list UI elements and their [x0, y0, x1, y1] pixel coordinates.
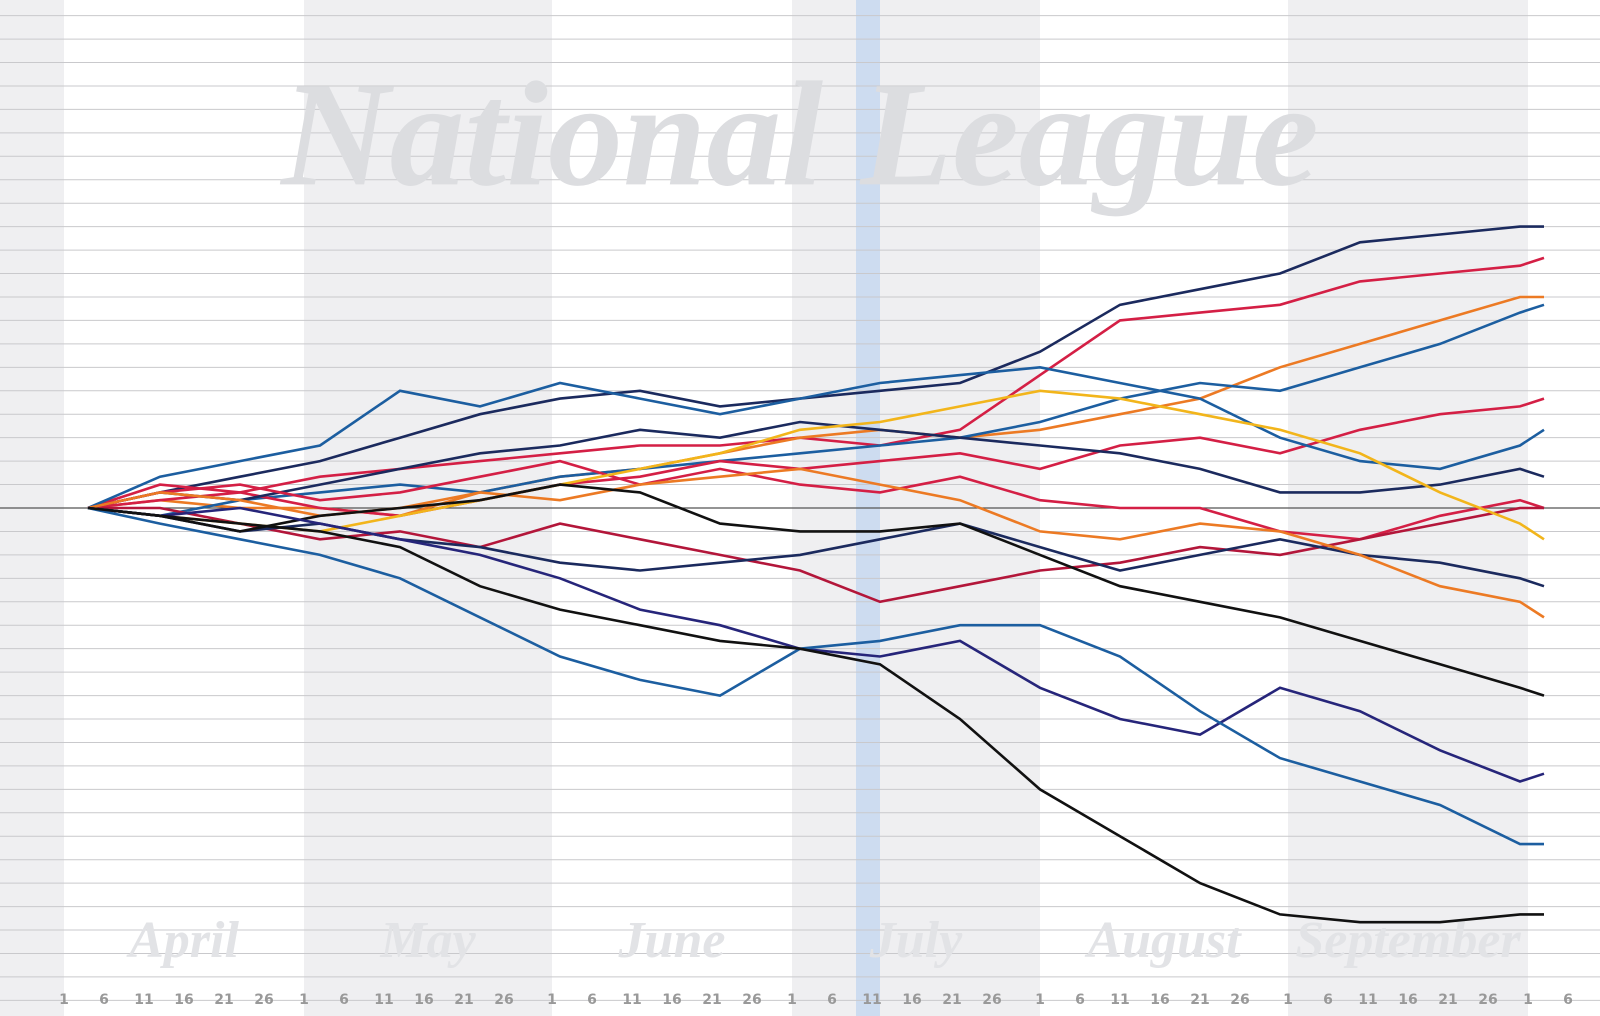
x-tick-label: 21	[214, 992, 233, 1008]
x-tick-label: 21	[454, 992, 473, 1008]
month-label: June	[618, 912, 726, 969]
x-tick-label: 1	[547, 992, 557, 1008]
x-tick-label: 1	[1035, 992, 1045, 1008]
x-tick-label: 21	[702, 992, 721, 1008]
x-tick-label: 11	[1110, 992, 1129, 1008]
team-line	[87, 303, 1545, 518]
x-tick-label: 26	[982, 992, 1001, 1008]
x-tick-label: 26	[1478, 992, 1497, 1008]
team-line	[87, 483, 1545, 697]
team-line	[87, 506, 1544, 846]
x-tick-label: 26	[494, 992, 513, 1008]
team-line	[87, 397, 1545, 518]
x-tick-label: 11	[374, 992, 393, 1008]
x-tick-label: 21	[1438, 992, 1457, 1008]
month-label: July	[869, 912, 963, 969]
x-tick-label: 21	[1190, 992, 1209, 1008]
lines	[87, 225, 1545, 924]
x-tick-label: 6	[1323, 992, 1333, 1008]
x-tick-label: 1	[59, 992, 69, 1008]
month-label: April	[126, 912, 239, 969]
x-tick-label: 26	[1230, 992, 1249, 1008]
x-tick-label: 6	[587, 992, 597, 1008]
x-tick-label: 26	[742, 992, 761, 1008]
x-tick-label: 16	[902, 992, 921, 1008]
x-tick-label: 16	[1150, 992, 1169, 1008]
x-tick-label: 1	[299, 992, 309, 1008]
team-line	[87, 256, 1545, 510]
chart-title: National League	[279, 51, 1318, 217]
x-tick-label: 11	[134, 992, 153, 1008]
team-line	[87, 365, 1545, 510]
month-label: May	[379, 912, 476, 969]
x-ticks: 1 6 11 16 21 26 1 6 11 16 21 26 1 6 11 16 21 26 1 6 11 16 21 26…	[59, 992, 1573, 1008]
x-tick-label: 6	[99, 992, 109, 1008]
x-tick-label: 21	[942, 992, 961, 1008]
x-tick-label: 11	[1358, 992, 1377, 1008]
team-line	[87, 225, 1544, 510]
team-line	[87, 506, 1545, 783]
team-line	[87, 506, 1544, 924]
team-line	[88, 506, 1544, 604]
x-tick-label: 26	[254, 992, 273, 1008]
x-tick-label: 6	[339, 992, 349, 1008]
x-tick-label: 11	[862, 992, 881, 1008]
x-tick-label: 16	[414, 992, 433, 1008]
month-label: August	[1084, 912, 1242, 969]
x-tick-label: 16	[662, 992, 681, 1008]
x-tick-label: 6	[827, 992, 837, 1008]
x-tick-label: 16	[174, 992, 193, 1008]
x-tick-label: 11	[622, 992, 641, 1008]
team-line	[87, 459, 1545, 541]
grid	[0, 15, 1600, 1001]
x-tick-label: 6	[1563, 992, 1573, 1008]
x-tick-label: 6	[1075, 992, 1085, 1008]
team-line	[87, 389, 1545, 541]
x-tick-label: 1	[787, 992, 797, 1008]
x-tick-label: 1	[1523, 992, 1533, 1008]
x-tick-label: 16	[1398, 992, 1417, 1008]
x-tick-label: 1	[1283, 992, 1293, 1008]
